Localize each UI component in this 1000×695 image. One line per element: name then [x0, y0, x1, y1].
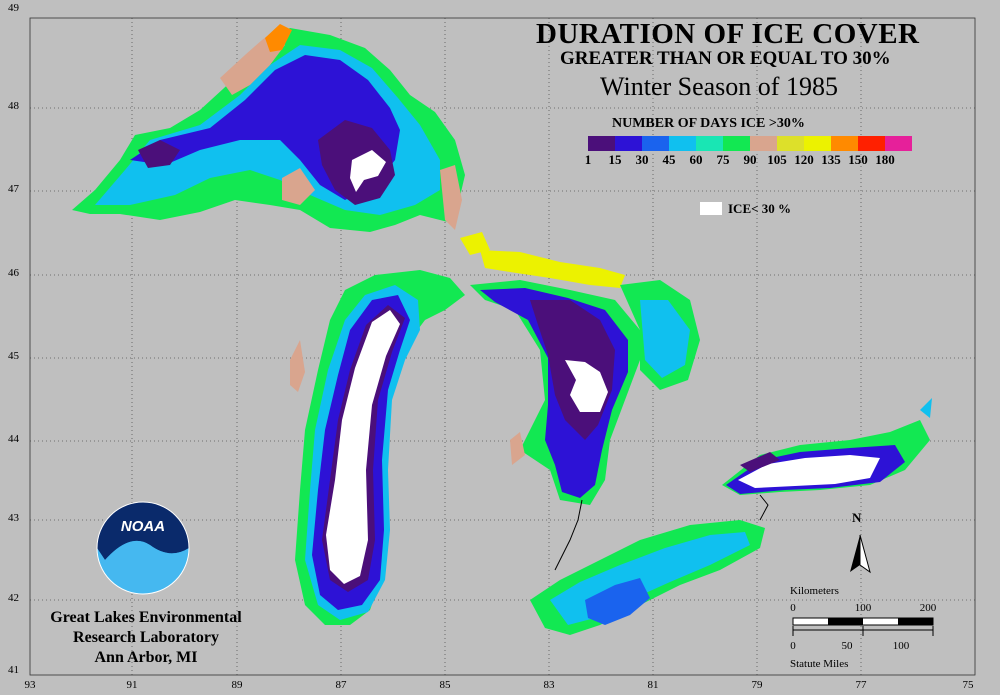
legend-color-bar — [588, 136, 912, 151]
lake-ontario — [722, 398, 932, 495]
legend-swatch — [696, 136, 723, 151]
lon-label: 83 — [543, 679, 555, 691]
legend-swatch — [669, 136, 696, 151]
legend-title: NUMBER OF DAYS ICE >30% — [612, 116, 805, 131]
legend-tick: 150 — [848, 152, 868, 167]
lon-label: 93 — [24, 679, 36, 691]
st-clair-river — [554, 499, 583, 571]
legend-tick: 90 — [743, 152, 757, 167]
scale-mi-tick: 0 — [790, 640, 796, 652]
lat-label: 44 — [8, 433, 19, 445]
lon-label: 87 — [335, 679, 347, 691]
legend-tick: 1 — [584, 152, 592, 167]
lon-label: 91 — [126, 679, 138, 691]
legend-swatch — [885, 136, 912, 151]
legend-swatch — [588, 136, 615, 151]
lat-label: 47 — [8, 183, 19, 195]
legend-tick: 120 — [794, 152, 814, 167]
lon-label: 77 — [855, 679, 867, 691]
legend-tick: 135 — [821, 152, 841, 167]
north-arrow-icon — [850, 534, 871, 574]
legend-swatch — [831, 136, 858, 151]
ice-key-swatch — [700, 202, 722, 215]
lake-erie — [530, 520, 765, 635]
map-frame — [29, 17, 976, 676]
map-title: DURATION OF ICE COVER — [536, 18, 920, 50]
lat-label: 48 — [8, 100, 19, 112]
legend-swatch — [723, 136, 750, 151]
legend-swatch — [777, 136, 804, 151]
scale-km-tick: 100 — [854, 602, 872, 614]
legend-swatch — [804, 136, 831, 151]
legend-tick: 60 — [689, 152, 703, 167]
lat-label: 49 — [8, 2, 19, 14]
lat-label: 46 — [8, 267, 19, 279]
legend-tick: 75 — [716, 152, 730, 167]
map-subtitle: GREATER THAN OR EQUAL TO 30% — [560, 48, 891, 69]
scale-km-label: Kilometers — [790, 585, 839, 597]
north-label: N — [852, 510, 862, 525]
lat-label: 41 — [8, 664, 19, 676]
scale-mi-label: Statute Miles — [790, 658, 849, 670]
legend-swatch — [858, 136, 885, 151]
lat-label: 45 — [8, 350, 19, 362]
scale-km-tick: 0 — [790, 602, 796, 614]
legend-tick: 105 — [767, 152, 787, 167]
noaa-logo-icon — [96, 501, 190, 595]
legend-swatch — [750, 136, 777, 151]
season-label: Winter Season of 1985 — [600, 72, 838, 101]
legend-ticks: 1 15 30 45 60 75 90 105 120 135 150 180 — [583, 152, 943, 168]
lon-label: 75 — [962, 679, 974, 691]
lake-huron — [470, 280, 700, 505]
org-line: Great Lakes Environmental — [50, 609, 242, 626]
lon-label: 79 — [751, 679, 763, 691]
lon-label: 85 — [439, 679, 451, 691]
scale-bar — [792, 617, 934, 636]
noaa-logo-text: NOAA — [120, 518, 166, 535]
lake-superior — [72, 24, 465, 232]
scale-km-tick: 200 — [919, 602, 937, 614]
lon-label: 81 — [647, 679, 659, 691]
lake-michigan — [290, 270, 465, 625]
lat-label: 43 — [8, 512, 19, 524]
legend-tick: 45 — [662, 152, 676, 167]
legend-tick: 15 — [608, 152, 622, 167]
lat-label: 42 — [8, 592, 19, 604]
ice-key-label: ICE< 30 % — [728, 201, 792, 216]
legend-swatch — [642, 136, 669, 151]
scale-mi-tick: 100 — [892, 640, 910, 652]
lon-label: 89 — [231, 679, 243, 691]
north-channel — [460, 232, 625, 288]
organization-block: Great Lakes Environmental Research Labor… — [36, 608, 256, 668]
legend-swatch — [615, 136, 642, 151]
org-line: Ann Arbor, MI — [94, 649, 198, 666]
legend-tick: 180 — [875, 152, 895, 167]
niagara-river — [759, 494, 769, 521]
org-line: Research Laboratory — [73, 629, 219, 646]
scale-mi-tick: 50 — [841, 640, 853, 652]
legend-tick: 30 — [635, 152, 649, 167]
